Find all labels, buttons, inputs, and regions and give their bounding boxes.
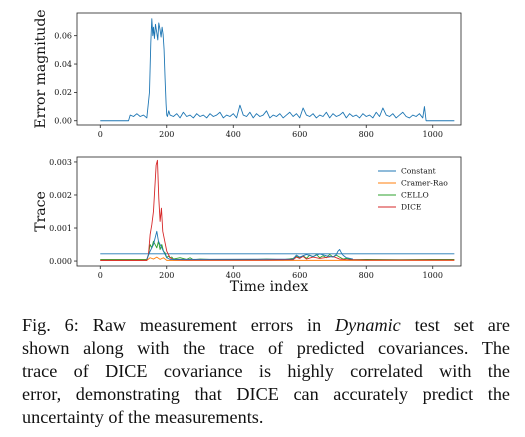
caption-line: shown along with the trace of predicted … (22, 337, 510, 360)
y-tick-label: 0.00 (54, 117, 72, 126)
trace-chart: 0 200 400 600 800 1000 0.000 0.001 0.002 0.003 Tra… (33, 156, 462, 295)
figure-caption: Fig. 6: Raw measurement errors in Dynami… (22, 314, 510, 429)
legend-entry: Constant (401, 167, 436, 176)
caption-line: trace of DICE covariance is highly corre… (22, 360, 510, 383)
x-axis-label: Time index (230, 279, 309, 295)
y-tick-label: 0.003 (49, 158, 72, 167)
series-line-cramer-rao (100, 256, 455, 261)
y-axis-label: Trace (33, 191, 49, 232)
y-tick-label: 0.04 (54, 60, 72, 69)
caption-line: Fig. 6: Raw measurement errors in Dynami… (22, 314, 510, 337)
x-tick-label: 400 (226, 130, 241, 139)
x-tick-label: 0 (98, 271, 103, 280)
caption-text: shown along with the trace of predicted … (22, 338, 510, 358)
series-line-unnamed-4 (146, 230, 354, 260)
plot-frame (76, 12, 462, 126)
caption-text: trace of DICE covariance is highly corre… (22, 361, 510, 381)
plot-frame (76, 156, 462, 267)
caption-text: test set are (400, 315, 510, 335)
series-line-unnamed-0 (100, 18, 455, 122)
x-tick-label: 1000 (423, 271, 443, 280)
y-tick-label: 0.001 (49, 224, 72, 233)
caption-line: uncertainty of the measurements. (22, 406, 510, 429)
y-tick-label: 0.000 (49, 257, 72, 266)
y-axis-label: Error magnitude (33, 9, 49, 128)
x-tick-label: 200 (159, 271, 174, 280)
y-tick-label: 0.02 (54, 88, 72, 97)
caption-text: error, demonstrating that DICE can accur… (22, 384, 510, 404)
figure: 0 200 400 600 800 1000 0.00 0.02 0.04 0.06 Error m… (33, 9, 462, 295)
error-magnitude-chart: 0 200 400 600 800 1000 0.00 0.02 0.04 0.06 Error m… (33, 9, 462, 139)
x-tick-label: 600 (292, 130, 307, 139)
caption-text: Fig. 6: Raw measurement errors in (22, 315, 336, 335)
caption-text: Dynamic (335, 315, 401, 335)
y-tick-label: 0.002 (49, 191, 72, 200)
caption-text: uncertainty of the measurements. (22, 407, 264, 427)
legend-entry: Cramer-Rao (401, 179, 448, 188)
x-tick-label: 0 (98, 130, 103, 139)
x-tick-label: 200 (159, 130, 174, 139)
x-tick-label: 600 (292, 271, 307, 280)
x-tick-label: 400 (226, 271, 241, 280)
x-tick-label: 1000 (423, 130, 443, 139)
x-tick-label: 800 (359, 130, 374, 139)
x-tick-label: 800 (359, 271, 374, 280)
y-tick-label: 0.06 (54, 31, 72, 40)
legend-entry: DICE (401, 203, 421, 212)
legend-entry: CELLO (401, 191, 429, 200)
caption-line: error, demonstrating that DICE can accur… (22, 383, 510, 406)
